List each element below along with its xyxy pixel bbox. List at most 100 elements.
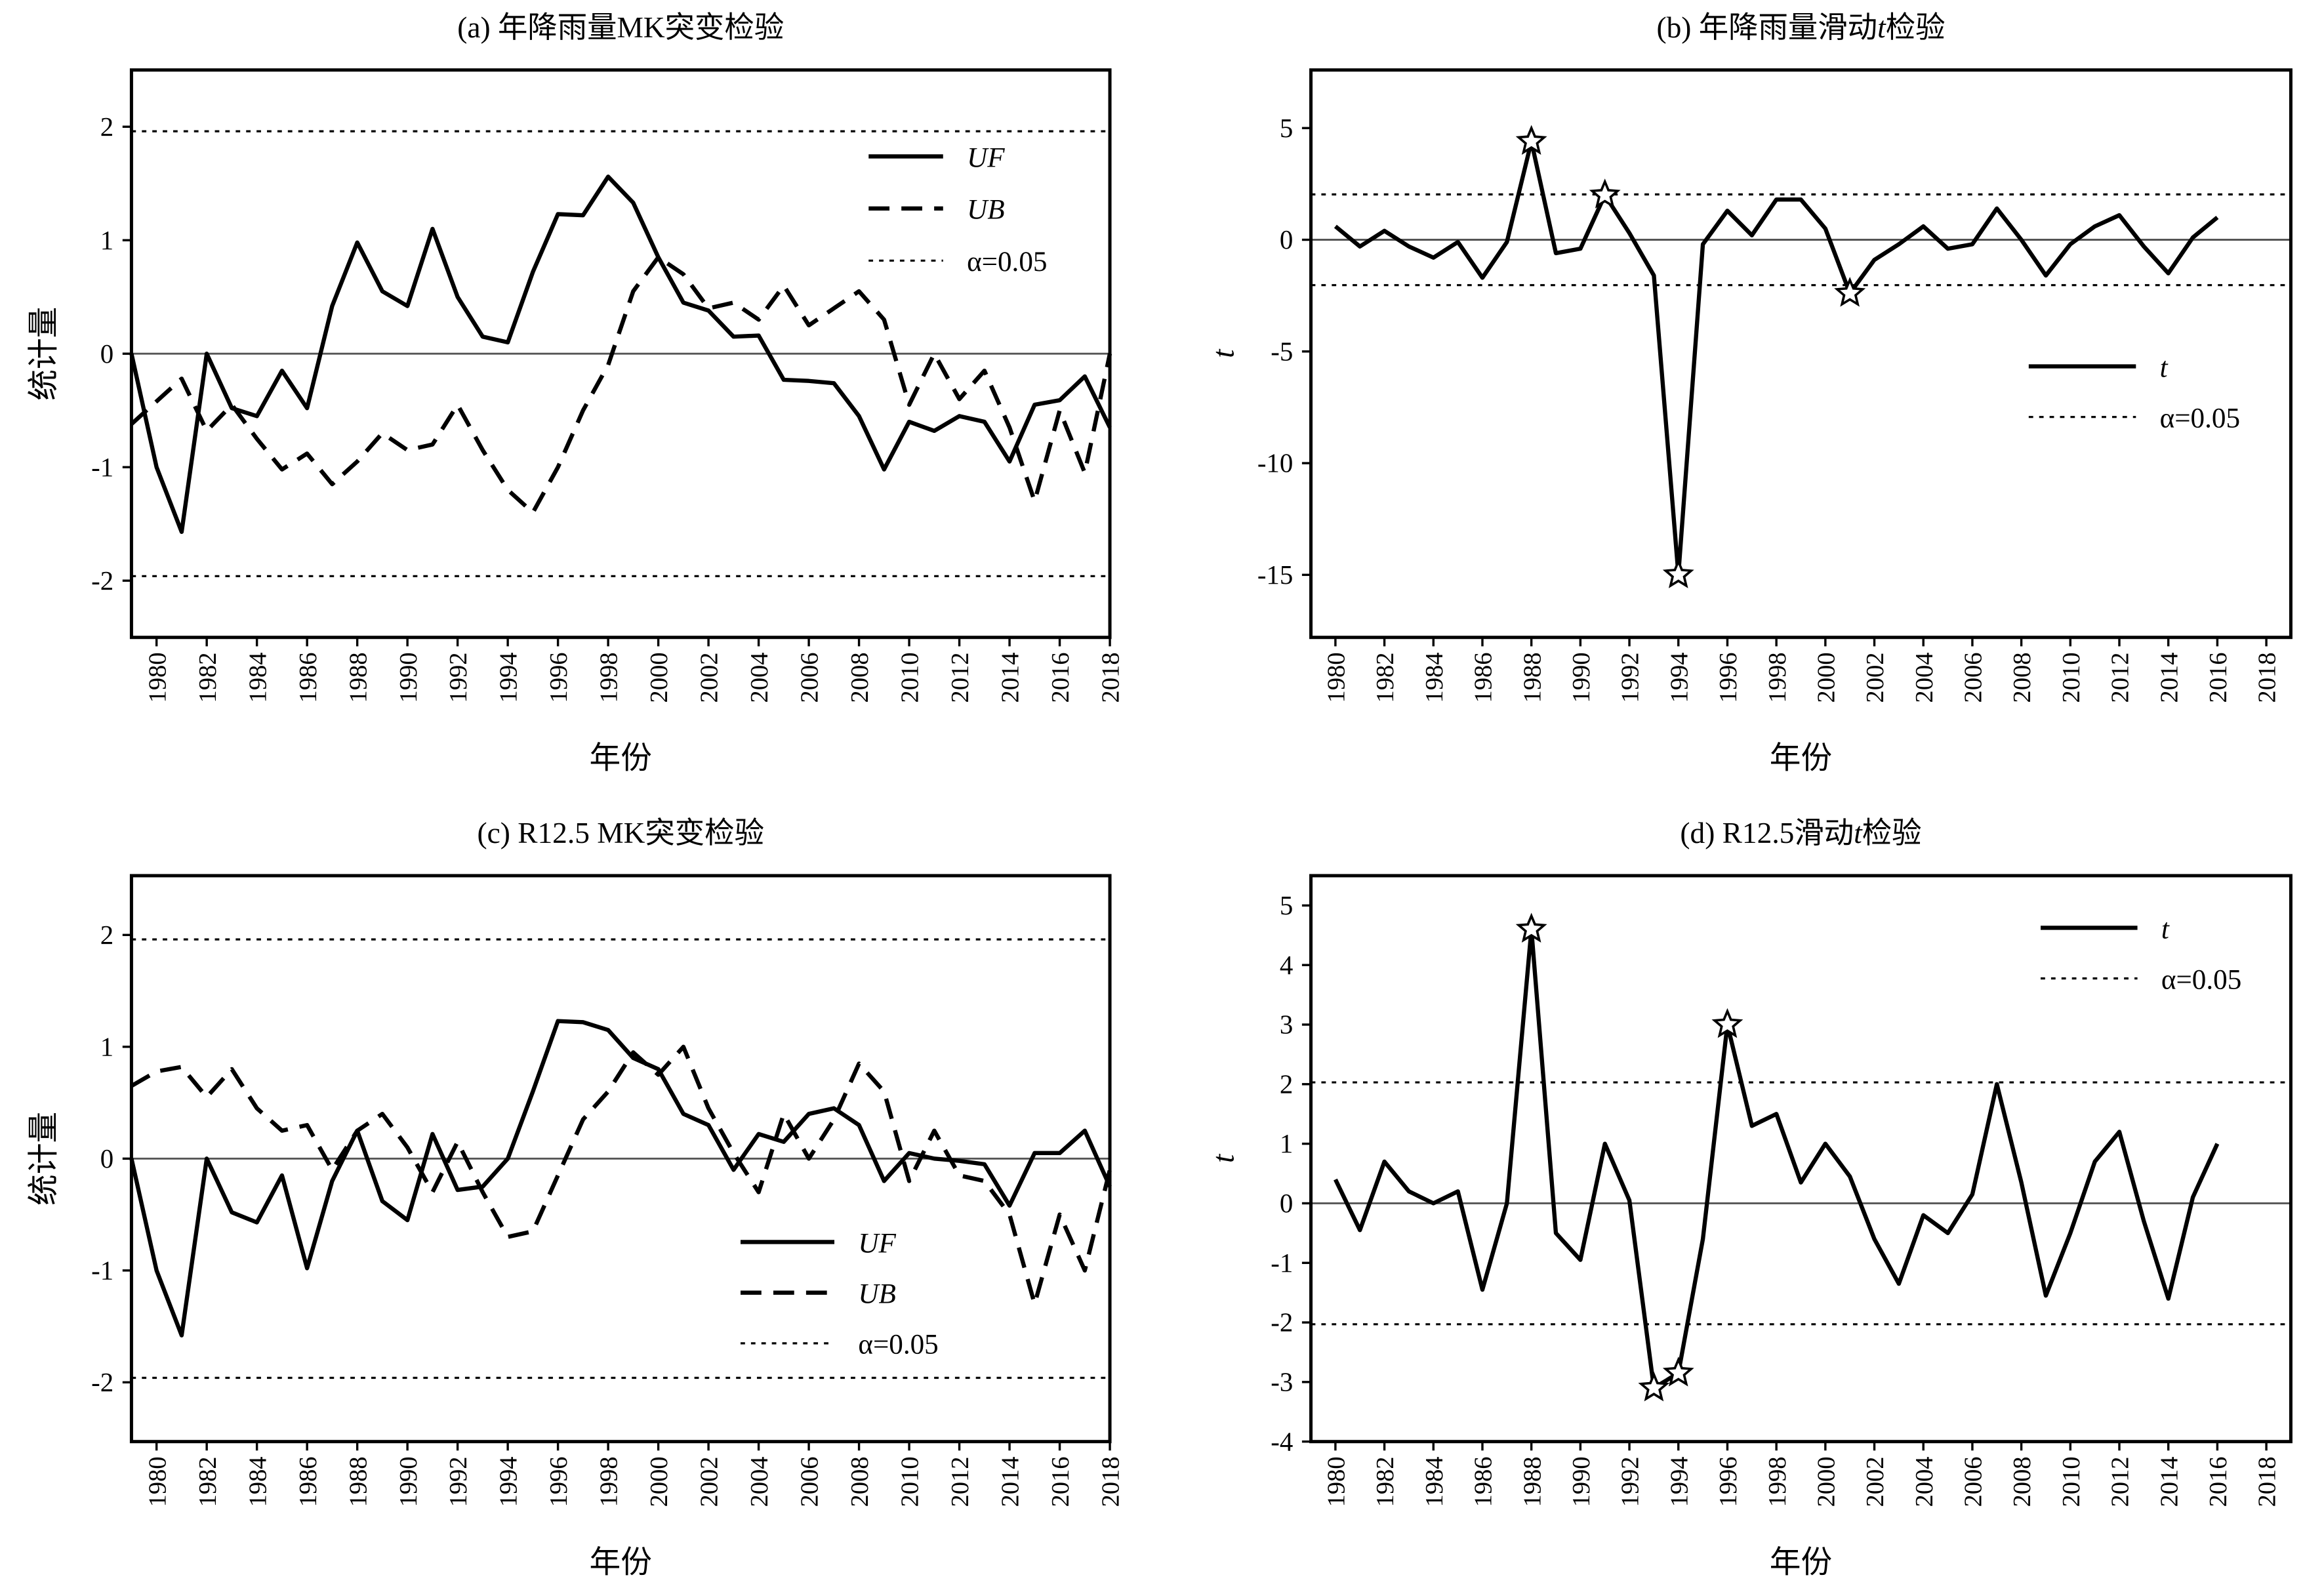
x-tick-label: 2000 (645, 1456, 673, 1507)
series-line-UF (129, 174, 1112, 534)
x-tick-label: 2012 (2107, 1456, 2134, 1507)
legend-label: α=0.05 (858, 1330, 938, 1360)
chart-panel-a: (a) 年降雨量MK突变检验 1980 1982 1984 1986 1988 1990 19… (27, 11, 1124, 776)
chart-title: (d) R12.5滑动t检验 (1680, 817, 1921, 849)
x-tick-label: 1980 (1323, 652, 1351, 703)
x-tick-label: 1988 (1519, 1456, 1546, 1507)
legend-label: UB (858, 1279, 896, 1310)
y-tick-label: 5 (1280, 891, 1293, 920)
legend-label: α=0.05 (967, 247, 1047, 277)
x-tick-label: 1998 (1764, 1456, 1791, 1507)
x-tick-label: 2016 (1047, 1456, 1074, 1507)
x-tick-label: 2010 (897, 652, 924, 703)
x-tick-label: 1982 (1372, 1456, 1399, 1507)
x-axis-label: 年份 (590, 1545, 652, 1580)
x-tick-label: 2014 (997, 1456, 1025, 1507)
legend-label: UF (858, 1228, 896, 1259)
x-tick-label: 2000 (645, 652, 673, 703)
y-tick-label: 0 (100, 1144, 113, 1174)
y-tick-label: 2 (100, 920, 113, 950)
legend: t α=0.05 (2028, 352, 2240, 434)
x-axis-label: 年份 (1770, 741, 1832, 775)
chart-title-part: (d) R12.5滑动 (1680, 817, 1854, 849)
x-tick-label: 1980 (144, 1456, 171, 1507)
x-axis-label: 年份 (590, 741, 652, 775)
x-tick-label: 1984 (244, 1456, 272, 1507)
series-line-UF (129, 1019, 1112, 1337)
x-tick-label: 2002 (696, 1456, 724, 1507)
x-tick-label: 2014 (997, 652, 1025, 703)
x-tick-label: 2004 (1911, 652, 1938, 703)
x-tick-label: 1998 (1764, 652, 1791, 703)
x-tick-label: 1994 (495, 652, 523, 703)
y-tick-label: 1 (100, 226, 113, 255)
x-tick-label: 2000 (1812, 1456, 1840, 1507)
x-tick-label: 1992 (1617, 652, 1644, 703)
y-axis-label: t (1206, 1153, 1240, 1163)
x-tick-label: 1980 (1323, 1456, 1351, 1507)
x-tick-label: 1994 (1665, 1456, 1693, 1507)
x-tick-label: 1998 (596, 1456, 623, 1507)
y-tick-label: -1 (91, 453, 113, 482)
x-tick-label: 2012 (947, 1456, 974, 1507)
x-tick-label: 2016 (2205, 1456, 2232, 1507)
x-tick-label: 2006 (796, 1456, 824, 1507)
chart-title-part: (a) 年降雨量MK突变检验 (457, 11, 784, 44)
y-tick-label: 4 (1280, 950, 1293, 980)
x-tick-label: 2018 (2254, 1456, 2281, 1507)
significant-point-star (1662, 1357, 1694, 1387)
series-line-UB (130, 255, 1112, 515)
y-tick-label: -15 (1257, 560, 1293, 590)
x-tick-label: 1984 (1421, 1456, 1448, 1507)
chart-title: (b) 年降雨量滑动t检验 (1656, 11, 1945, 44)
legend-label: t (2160, 352, 2169, 383)
y-tick-label: 0 (100, 339, 113, 369)
x-tick-label: 1990 (1568, 652, 1595, 703)
legend: UF UB α=0.05 (868, 142, 1047, 277)
x-tick-label: 1992 (1617, 1456, 1644, 1507)
x-tick-label: 2014 (2155, 1456, 2183, 1507)
x-tick-label: 2008 (2008, 652, 2036, 703)
x-tick-label: 1984 (244, 652, 272, 703)
legend-label: UB (967, 195, 1005, 226)
x-tick-label: 1984 (1421, 652, 1448, 703)
x-tick-label: 1990 (395, 1456, 422, 1507)
y-tick-label: -2 (91, 566, 113, 596)
significant-point-star (1662, 558, 1694, 588)
plot-frame (1309, 68, 2293, 640)
x-tick-label: 1982 (1372, 652, 1399, 703)
x-tick-label: 2012 (2107, 652, 2134, 703)
significant-point-star (1834, 277, 1866, 307)
x-tick-label: 2002 (696, 652, 724, 703)
y-tick-label: 0 (1280, 225, 1293, 255)
y-axis-label: 统计量 (27, 1112, 61, 1206)
x-tick-label: 2018 (2254, 652, 2281, 703)
x-tick-label: 1988 (344, 1456, 372, 1507)
x-tick-label: 1994 (1665, 652, 1693, 703)
x-tick-label: 2010 (2058, 652, 2085, 703)
x-tick-label: 2006 (1960, 652, 1988, 703)
series-line-UB (130, 1044, 1112, 1307)
chart-title-part: 检验 (1886, 11, 1946, 44)
x-tick-label: 1994 (495, 1456, 523, 1507)
x-tick-label: 2000 (1812, 652, 1840, 703)
x-tick-label: 1992 (445, 1456, 472, 1507)
chart-title: (c) R12.5 MK突变检验 (477, 817, 764, 849)
y-tick-label: -4 (1271, 1427, 1293, 1456)
legend-label: α=0.05 (2161, 965, 2241, 996)
chart-title: (a) 年降雨量MK突变检验 (457, 11, 784, 44)
chart-title-part: (c) R12.5 MK突变检验 (477, 817, 764, 849)
x-tick-label: 2004 (746, 652, 773, 703)
y-axis-label: 统计量 (27, 307, 61, 401)
significant-point-star (1515, 125, 1547, 155)
y-tick-label: -1 (91, 1255, 113, 1285)
plot-frame (1309, 874, 2293, 1444)
x-tick-label: 2008 (846, 1456, 874, 1507)
x-tick-label: 1988 (344, 652, 372, 703)
x-tick-label: 2010 (897, 1456, 924, 1507)
y-tick-label: -10 (1257, 449, 1293, 478)
x-tick-label: 2004 (746, 1456, 773, 1507)
x-tick-label: 2006 (1960, 1456, 1988, 1507)
chart-title-part: t (1854, 817, 1863, 849)
